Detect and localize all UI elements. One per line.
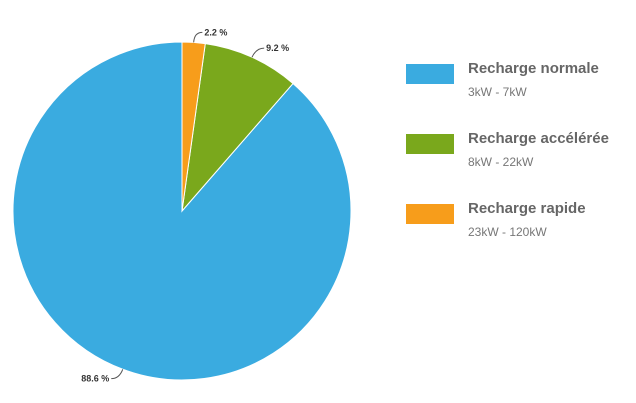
legend-title: Recharge rapide xyxy=(468,200,586,217)
legend: Recharge normale 3kW - 7kW Recharge accé… xyxy=(406,60,631,270)
legend-title: Recharge normale xyxy=(468,60,599,77)
legend-swatch xyxy=(406,134,454,154)
legend-item-recharge-normale[interactable]: Recharge normale 3kW - 7kW xyxy=(406,60,631,130)
slice-value-label-0: 88.6 % xyxy=(81,374,109,384)
legend-swatch xyxy=(406,64,454,84)
pie-slice-1[interactable] xyxy=(181,43,294,213)
leader-line-0 xyxy=(111,369,124,380)
slice-value-label-1: 9.2 % xyxy=(266,43,289,53)
pie-leader-lines xyxy=(111,31,265,380)
legend-item-recharge-acceleree[interactable]: Recharge accélérée 8kW - 22kW xyxy=(406,130,631,200)
leader-line-1 xyxy=(251,47,265,58)
legend-subtitle: 23kW - 120kW xyxy=(468,225,547,239)
pie-slice-2[interactable] xyxy=(181,41,206,212)
legend-subtitle: 8kW - 22kW xyxy=(468,155,534,169)
legend-item-recharge-rapide[interactable]: Recharge rapide 23kW - 120kW xyxy=(406,200,631,270)
pie-slices xyxy=(12,41,352,381)
slice-value-label-2: 2.2 % xyxy=(204,27,227,37)
legend-swatch xyxy=(406,204,454,224)
leader-line-2 xyxy=(193,31,203,43)
legend-title: Recharge accélérée xyxy=(468,130,609,147)
legend-subtitle: 3kW - 7kW xyxy=(468,85,527,99)
pie-value-labels: 88.6 % 9.2 % 2.2 % xyxy=(81,27,289,383)
